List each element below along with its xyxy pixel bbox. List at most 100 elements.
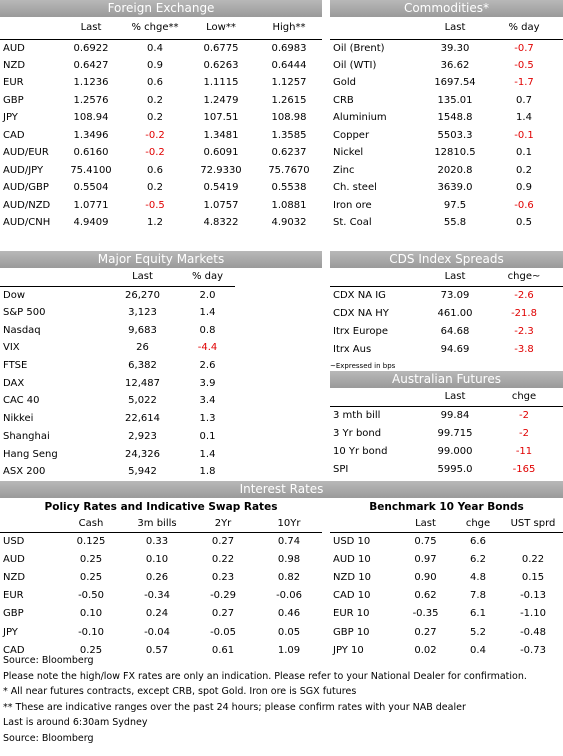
data-table: Last% chge** Low** High** AUD 0.6922 0.4 0.677… — [0, 17, 322, 232]
column-header: High** — [256, 17, 322, 40]
cell: 99.84 — [440, 409, 470, 421]
cell: 0.27 — [211, 535, 235, 547]
row-label: CAD 10 — [333, 590, 371, 602]
cell: 0.23 — [211, 571, 235, 583]
data-table: Last% day Dow 26,270 2.0 S&P 500 3,123 1.4 Nasd… — [0, 268, 322, 481]
cell: 0.10 — [145, 553, 169, 565]
footnote: Source: Bloomberg — [3, 732, 94, 744]
row-label: Aluminium — [333, 112, 387, 124]
row-label: SPI — [333, 463, 349, 475]
cell: 5,942 — [128, 466, 157, 478]
cell: -11 — [515, 445, 533, 457]
header-cell — [0, 268, 105, 287]
cell: 0.27 — [414, 626, 437, 638]
row: JPY 10 0.02 0.4 -0.73 — [330, 641, 563, 659]
cell: 0.98 — [277, 553, 301, 565]
cell: 107.51 — [203, 112, 239, 124]
cell: 0.2 — [516, 164, 532, 176]
row-label: CRB — [333, 94, 354, 106]
column-header: Last — [105, 268, 180, 287]
cell: 0.1 — [199, 430, 216, 442]
cell: 0.9 — [516, 182, 532, 194]
section: Foreign Exchange Last% chge** Low** High** A… — [0, 0, 322, 232]
cell: 0.8 — [199, 324, 216, 336]
cell: 26 — [136, 342, 149, 354]
cell: 0.5538 — [271, 182, 307, 194]
row-label: Shanghai — [3, 430, 50, 442]
cell: 0.6922 — [73, 42, 109, 54]
row: DAX 12,487 3.9 — [0, 374, 322, 392]
row: Itrx Europe 64.68 -2.3 — [330, 322, 563, 340]
cell: 0.26 — [145, 571, 169, 583]
cell: 0.2 — [147, 112, 163, 124]
data-table: Last chge 3 mth bill 99.84 -2 3 Yr bond 99.715… — [330, 388, 563, 478]
row: ASX 200 5,942 1.8 — [0, 463, 322, 481]
cell: -1.10 — [520, 608, 546, 620]
cell: 0.22 — [211, 553, 235, 565]
column-header: 3m bills — [124, 516, 190, 533]
cell: 2.6 — [199, 360, 216, 372]
cell: -21.8 — [511, 307, 537, 319]
cell: 0.5419 — [203, 182, 239, 194]
header-cell — [330, 516, 398, 533]
cell: -0.7 — [514, 42, 534, 54]
cell: 4.9409 — [73, 217, 109, 229]
column-header: Last — [425, 17, 485, 40]
header-row: Last chge~ — [330, 268, 563, 287]
cell: 1.0881 — [271, 199, 307, 211]
row-label: CAD — [3, 644, 25, 656]
row-label: AUD/EUR — [3, 147, 49, 159]
row: S&P 500 3,123 1.4 — [0, 304, 322, 322]
cell: 0.2 — [147, 182, 163, 194]
header-cell — [330, 268, 425, 287]
row: EUR 1.1236 0.6 1.1115 1.1257 — [0, 74, 322, 92]
footnotes: Source: Bloomberg Please note the high/lo… — [3, 653, 527, 746]
cell: 12,487 — [125, 377, 160, 389]
row-label: GBP 10 — [333, 626, 370, 638]
row: Dow 26,270 2.0 — [0, 286, 322, 304]
cell: 5.2 — [470, 626, 486, 638]
cell: 99.000 — [437, 445, 473, 457]
cell: 0.6775 — [203, 42, 239, 54]
row-label: JPY — [3, 112, 18, 124]
cell: 0.75 — [414, 535, 437, 547]
column — [235, 268, 322, 481]
cell: 0.33 — [145, 535, 169, 547]
cell: 0.27 — [211, 608, 235, 620]
cell: 0.9 — [147, 59, 163, 71]
row: Copper 5503.3 -0.1 — [330, 127, 563, 145]
section: Commodities* Last% day Oil (Brent) 39.30 -0.… — [330, 0, 563, 232]
row-label: CDX NA IG — [333, 289, 386, 301]
note: ~Expressed in bps — [330, 362, 396, 370]
column-header: Last — [425, 388, 485, 407]
cell: 1.3496 — [73, 129, 109, 141]
cell: 4.8322 — [203, 217, 239, 229]
column-header: Last — [398, 516, 453, 533]
data-table: Cash 3m bills 2Yr 10Yr USD 0.125 0.33 0.27 0.74 A… — [0, 516, 322, 659]
section: Interest Rates — [0, 481, 563, 498]
cell: -0.6 — [514, 199, 534, 211]
cell: 4.8 — [470, 571, 486, 583]
column-header: chge — [485, 388, 563, 407]
cell: 0.6237 — [271, 147, 307, 159]
cell: 5,022 — [128, 395, 157, 407]
row: VIX 26 -4.4 — [0, 339, 322, 357]
cell: 0.10 — [79, 608, 103, 620]
row: AUD 10 0.97 6.2 0.22 — [330, 550, 563, 568]
row: FTSE 6,382 2.6 — [0, 357, 322, 375]
row: AUD/GBP 0.5504 0.2 0.5419 0.5538 — [0, 179, 322, 197]
cell: -165 — [512, 463, 536, 475]
cell: 1.1257 — [271, 77, 307, 89]
row-label: Dow — [3, 289, 25, 301]
footnote: ** These are indicative ranges over the … — [3, 701, 466, 713]
row: GBP 10 0.27 5.2 -0.48 — [330, 623, 563, 641]
cell: 0.57 — [145, 644, 169, 656]
row: Hang Seng 24,326 1.4 — [0, 445, 322, 463]
row-label: Itrx Aus — [333, 343, 372, 355]
column-header: Cash — [58, 516, 124, 533]
cell: 1.4 — [516, 112, 532, 124]
cell: 36.62 — [440, 59, 470, 71]
cell: 0.25 — [79, 571, 103, 583]
cell: 5503.3 — [437, 129, 473, 141]
row: St. Coal 55.8 0.5 — [330, 214, 563, 232]
